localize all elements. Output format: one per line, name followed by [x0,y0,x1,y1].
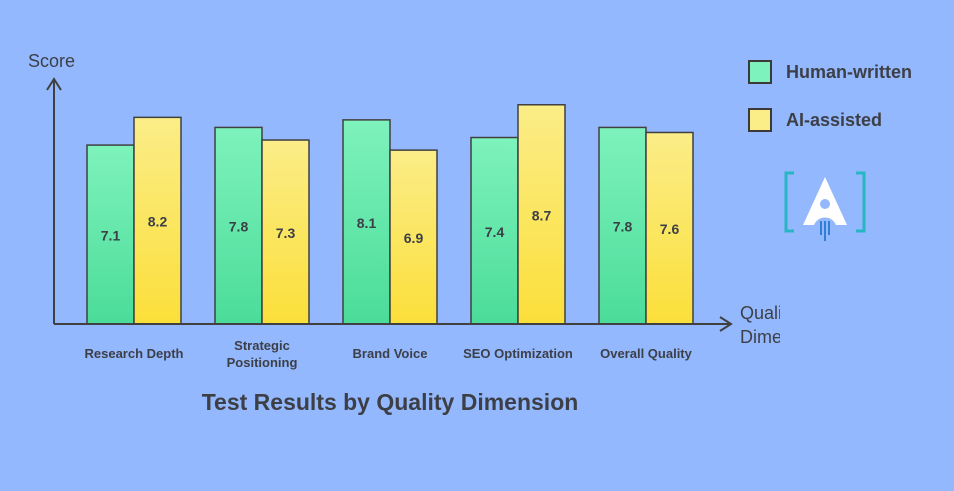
bar-human-1 [214,126,263,325]
x-axis-label: Quality Dimension [740,303,780,347]
data-label: 6.9 [404,230,424,246]
category-label: Brand Voice [353,346,428,361]
legend-swatch-ai [748,108,772,132]
y-axis-arrow [46,77,62,91]
data-label: 7.8 [229,219,249,235]
legend-item-ai: AI-assisted [748,106,912,134]
legend-label-human: Human-written [786,61,912,82]
data-label: 7.3 [276,225,296,241]
data-label: 8.1 [357,215,377,231]
y-axis-label: Score [28,51,75,71]
category-label: Research Depth [85,346,184,361]
data-label: 8.2 [148,214,168,230]
legend: Human-written AI-assisted [748,58,912,154]
legend-label-ai: AI-assisted [786,109,883,130]
category-label: Overall Quality [600,346,693,361]
bar-chart: 7.1 8.2 7.8 7.3 8.1 6.9 7.4 8.7 7.8 7.6 Score Qua… [28,51,780,370]
category-label: SEO Optimization [463,346,573,361]
data-label: 8.7 [532,207,552,223]
brand-logo-icon [784,171,866,241]
bar-ai-2 [389,149,438,325]
legend-item-human: Human-written [748,58,912,86]
data-label: 7.8 [613,219,633,235]
bar-ai-4 [645,131,694,325]
data-label: 7.6 [660,221,680,237]
data-label: 7.4 [485,224,505,240]
chart-title: Test Results by Quality Dimension [201,389,579,415]
bar-ai-0 [133,116,182,325]
bar-human-0 [86,144,135,325]
bar-ai-3 [517,104,566,325]
x-axis-arrow [719,316,733,332]
legend-swatch-human [748,60,772,84]
bar-ai-1 [261,139,310,325]
category-label: Strategic Positioning [227,338,298,370]
data-label: 7.1 [101,228,121,244]
